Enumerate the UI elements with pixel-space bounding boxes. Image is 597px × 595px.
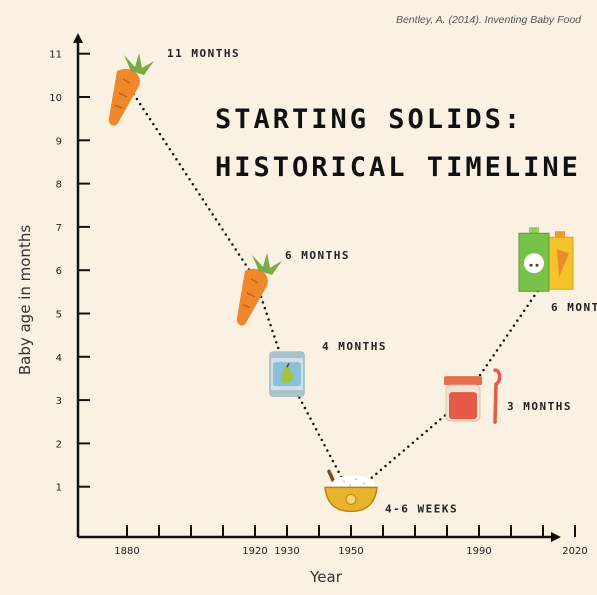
y-tick-label-8: 8 xyxy=(56,180,62,191)
point-label-2: 4 MONTHS xyxy=(322,340,387,353)
x-tick-label-1880: 1880 xyxy=(114,546,139,557)
source-note: Bentley, A. (2014). Inventing Baby Food xyxy=(396,14,582,26)
pouch-front-cap xyxy=(529,227,539,234)
baby-food-jar-icon xyxy=(444,368,502,424)
food-pouches-icon xyxy=(518,227,574,292)
point-label-4: 3 MONTHS xyxy=(507,400,572,413)
carrot-leaves xyxy=(252,252,282,275)
point-label-1: 6 MONTHS xyxy=(285,249,350,262)
chart-title-line-1: STARTING SOLIDS: xyxy=(215,104,523,135)
y-tick-label-7: 7 xyxy=(56,223,62,234)
axes xyxy=(73,33,561,542)
jar-spoon xyxy=(493,368,502,424)
timeline-line xyxy=(125,82,545,498)
pouch-front-apple xyxy=(524,253,544,274)
jar-food xyxy=(449,392,477,420)
y-tick-label-2: 2 xyxy=(56,439,62,450)
x-tick-label-1930: 1930 xyxy=(274,546,299,557)
bowl-emblem xyxy=(345,493,357,505)
x-tick-label-1950: 1950 xyxy=(338,546,363,557)
carrot-body xyxy=(108,68,140,126)
y-tick-label-10: 10 xyxy=(49,93,62,104)
y-tick-label-4: 4 xyxy=(56,353,62,364)
carrot-lines xyxy=(242,278,259,309)
pouch-back-carrot xyxy=(557,249,569,278)
point-labels: 11 MONTHS 6 MONTHS 4 MONTHS 4-6 WEEKS 3 MONT… xyxy=(167,47,597,515)
y-axis-label: Baby age in months xyxy=(16,225,34,375)
apple-seed-left xyxy=(529,263,533,267)
y-tick-label-1: 1 xyxy=(56,483,62,494)
pear-bottom xyxy=(281,371,293,384)
pear-top xyxy=(283,367,291,376)
cereal-bowl-icon xyxy=(324,469,378,513)
y-tick-label-3: 3 xyxy=(56,396,62,407)
can-icon xyxy=(269,351,305,397)
x-axis-label: Year xyxy=(309,568,343,586)
point-label-5: 6 MONTHS xyxy=(551,301,597,314)
point-label-3: 4-6 WEEKS xyxy=(385,502,458,515)
carrot-leaves xyxy=(124,53,154,76)
tick-marks: 1 2 3 4 5 6 7 8 9 10 11 1880 1920 1930 1950 1990 2020 xyxy=(49,50,587,557)
y-tick-label-6: 6 xyxy=(56,266,62,277)
carrot-body xyxy=(236,268,268,326)
jar-lid xyxy=(444,376,482,386)
x-tick-label-2020: 2020 xyxy=(562,546,587,557)
pouch-back-cap xyxy=(555,231,565,238)
carrot-icon xyxy=(236,252,282,326)
carrot-icon xyxy=(108,53,154,126)
y-tick-label-9: 9 xyxy=(56,136,62,147)
pear-stem xyxy=(286,362,290,368)
y-tick-label-5: 5 xyxy=(56,310,62,321)
y-tick-label-11: 11 xyxy=(49,50,62,61)
x-tick-label-1990: 1990 xyxy=(466,546,491,557)
cereal-flakes xyxy=(343,478,365,489)
apple-seed-right xyxy=(535,263,539,267)
series-line xyxy=(125,82,545,498)
carrot-lines xyxy=(114,78,131,109)
point-label-0: 11 MONTHS xyxy=(167,47,240,60)
point-icons xyxy=(108,53,574,513)
chart-title-line-2: HISTORICAL TIMELINE xyxy=(215,152,581,183)
can-base xyxy=(270,390,304,397)
x-tick-label-1920: 1920 xyxy=(242,546,267,557)
can-lid xyxy=(270,352,304,359)
